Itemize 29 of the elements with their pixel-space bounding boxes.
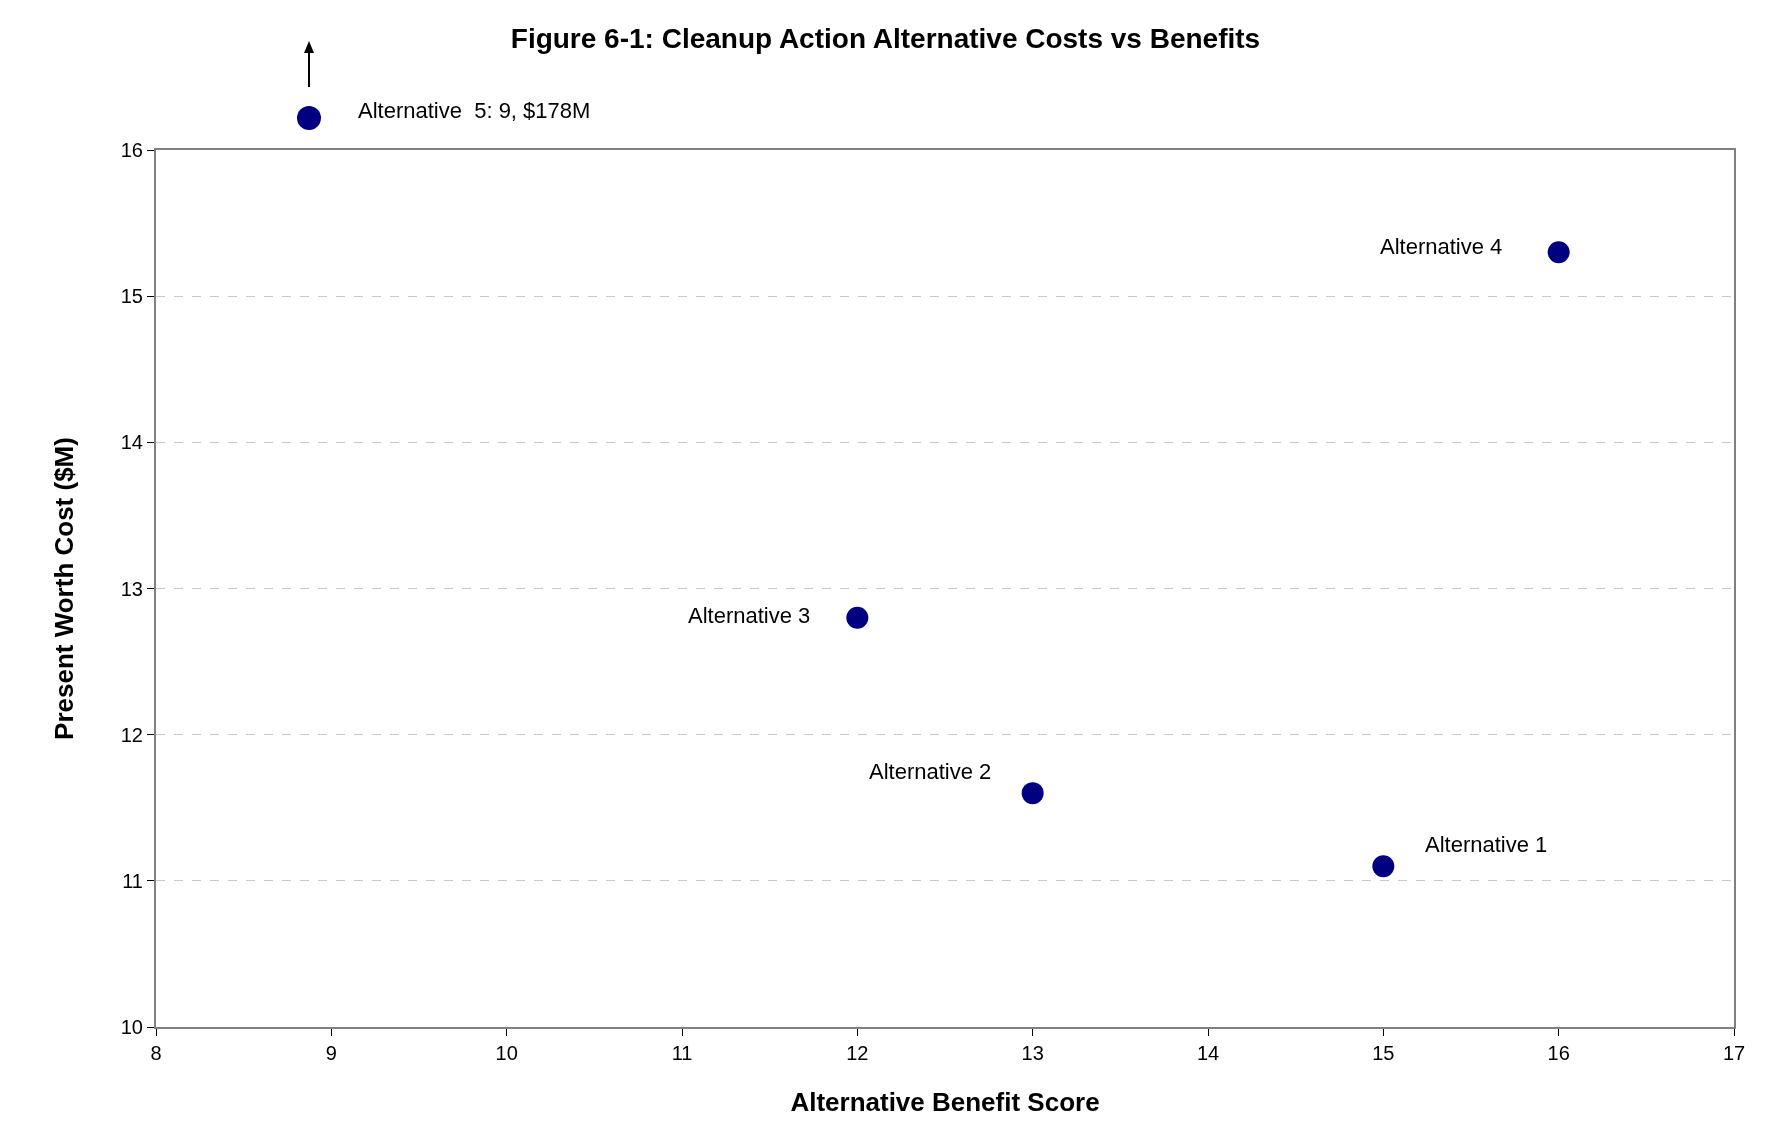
text: Alternative 5: 9, $178M	[358, 98, 591, 123]
x-tick-label: 9	[325, 1042, 337, 1064]
x-tick-label: 16	[1547, 1042, 1570, 1064]
annotation: Alternative 1	[1425, 832, 1548, 857]
annotation: Alternative 2	[869, 759, 992, 784]
y-axis-title: Present Worth Cost ($M)	[48, 437, 79, 740]
x-tick-label: 10	[495, 1042, 518, 1064]
annotation: Alternative 3	[688, 603, 811, 628]
y-tick-label: 16	[120, 139, 143, 161]
x-tick-label: 13	[1021, 1042, 1044, 1064]
y-tick-label: 10	[120, 1016, 143, 1038]
y-tick-label: 14	[120, 431, 143, 454]
annotation: Alternative 4	[1380, 234, 1503, 259]
x-tick-label: 11	[671, 1042, 693, 1064]
point	[846, 606, 869, 629]
x-tick-label: 14	[1196, 1042, 1220, 1064]
y-tick-label: 15	[120, 285, 143, 308]
x-tick-label: 12	[846, 1042, 869, 1064]
y-tick-label: 13	[120, 577, 143, 600]
x-tick-label: 8	[150, 1042, 162, 1064]
point	[1372, 855, 1395, 878]
x-axis-title: Alternative Benefit Score	[790, 1087, 1100, 1118]
y-tick-label: 12	[120, 723, 143, 746]
x-tick-label: 17	[1722, 1042, 1746, 1064]
x-tick-label: 15	[1372, 1042, 1395, 1064]
point	[1547, 241, 1570, 264]
y-tick-label: 11	[122, 869, 143, 892]
chart-title: Figure 6-1: Cleanup Action Alternative Costs vs Benefits	[510, 23, 1261, 55]
point	[1021, 782, 1044, 805]
